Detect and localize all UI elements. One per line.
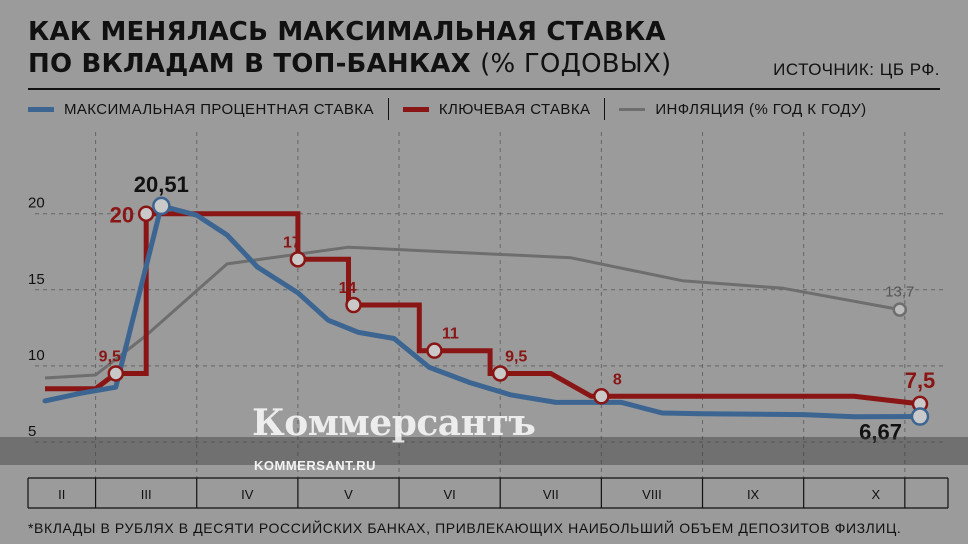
watermark-logo: Коммерсантъ — [252, 402, 536, 444]
key-rate-label: 8 — [613, 371, 622, 388]
x-tick-label: VIII — [642, 487, 662, 502]
deposit-rate-label: 6,67 — [859, 420, 902, 445]
key-rate-marker — [107, 365, 125, 382]
watermark-band — [0, 437, 968, 465]
y-tick-label: 20 — [28, 195, 45, 212]
key-rate-marker — [345, 296, 362, 314]
key-rate-label: 9,5 — [99, 348, 121, 365]
title-line-2-main: ПО ВКЛАДАМ В ТОП-БАНКАХ — [28, 49, 471, 79]
y-tick-label: 15 — [28, 271, 45, 288]
header-divider — [28, 88, 940, 90]
legend-item-inflation: ИНФЛЯЦИЯ (% ГОД К ГОДУ) — [619, 101, 866, 118]
footnote: *ВКЛАДЫ В РУБЛЯХ В ДЕСЯТИ РОССИЙСКИХ БАН… — [28, 520, 902, 536]
inflation-end-label: 13,7 — [885, 284, 914, 301]
y-tick-label: 10 — [28, 347, 45, 364]
legend-label-deposit-rate: МАКСИМАЛЬНАЯ ПРОЦЕНТНАЯ СТАВКА — [64, 100, 374, 118]
x-tick-label: V — [344, 487, 353, 502]
key-rate-marker — [289, 251, 307, 268]
deposit-rate-label: 20,51 — [134, 172, 189, 197]
y-tick-label: 5 — [28, 423, 36, 440]
deposit-rate-marker — [152, 196, 171, 216]
x-tick-label: X — [871, 487, 880, 502]
x-tick-label: IX — [747, 487, 760, 502]
legend-separator — [604, 98, 606, 120]
key-rate-marker — [137, 205, 155, 222]
key-rate-marker — [491, 365, 509, 382]
deposit-rate-marker — [910, 407, 930, 426]
legend-swatch-deposit-rate — [28, 106, 54, 112]
title-unit: (% ГОДОВЫХ) — [480, 49, 672, 79]
title-line-2: ПО ВКЛАДАМ В ТОП-БАНКАХ (% ГОДОВЫХ) — [28, 48, 688, 80]
x-tick-label: III — [141, 487, 152, 502]
key-rate-marker — [593, 388, 610, 405]
legend-separator — [387, 98, 389, 120]
legend-label-inflation: ИНФЛЯЦИЯ (% ГОД К ГОДУ) — [655, 100, 867, 118]
legend-label-key-rate: КЛЮЧЕВАЯ СТАВКА — [438, 100, 591, 118]
x-tick-label: VI — [443, 487, 455, 502]
legend-item-deposit-rate: МАКСИМАЛЬНАЯ ПРОЦЕНТНАЯ СТАВКА — [28, 101, 374, 118]
inflation-end-marker — [892, 302, 908, 317]
title-line-1: КАК МЕНЯЛАСЬ МАКСИМАЛЬНАЯ СТАВКА — [28, 17, 666, 47]
key-rate-label: 11 — [442, 326, 459, 343]
legend: МАКСИМАЛЬНАЯ ПРОЦЕНТНАЯ СТАВКА КЛЮЧЕВАЯ … — [28, 96, 940, 122]
key-rate-marker — [426, 342, 443, 359]
source-note: ИСТОЧНИК: ЦБ РФ. — [773, 60, 940, 79]
series-deposit-rate-line — [42, 203, 923, 420]
legend-item-key-rate: КЛЮЧЕВАЯ СТАВКА — [402, 100, 591, 118]
key-rate-label: 7,5 — [905, 368, 936, 393]
legend-swatch-inflation — [619, 107, 646, 111]
legend-swatch-key-rate — [402, 106, 429, 112]
key-rate-label: 14 — [339, 280, 357, 297]
watermark-url: KOMMERSANT.RU — [254, 458, 377, 473]
series-inflation-line — [44, 245, 901, 380]
x-tick-label: IV — [241, 487, 254, 502]
key-rate-label: 9,5 — [505, 348, 527, 365]
key-rate-label: 20 — [110, 203, 134, 228]
key-rate-label: 17 — [283, 234, 301, 251]
x-tick-label: II — [58, 487, 65, 502]
chart-title: КАК МЕНЯЛАСЬ МАКСИМАЛЬНАЯ СТАВКА ПО ВКЛА… — [28, 16, 688, 80]
x-tick-label: VII — [543, 487, 559, 502]
